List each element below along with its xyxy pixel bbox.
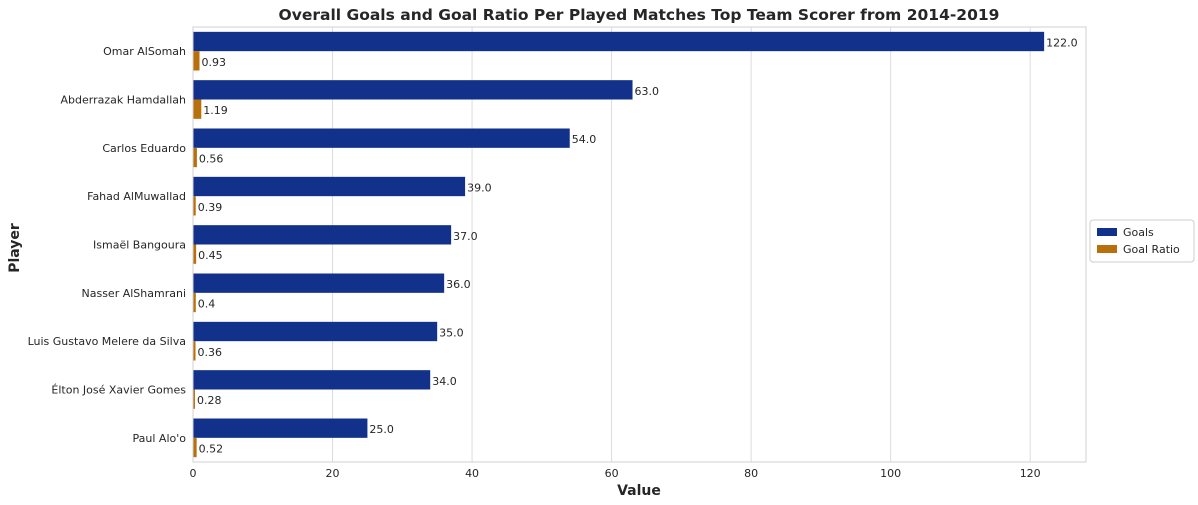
y-axis-label: Player	[7, 223, 23, 273]
y-tick-label: Nasser AlShamrani	[82, 287, 187, 300]
data-label: 37.0	[453, 230, 478, 243]
x-tick-label: 120	[1020, 467, 1041, 480]
bar-goals	[193, 225, 452, 245]
bar-goal-ratio	[193, 437, 197, 458]
x-axis-label: Value	[617, 483, 661, 499]
legend-label: Goal Ratio	[1123, 243, 1180, 256]
bar-goal-ratio	[193, 196, 196, 216]
bar-goals	[193, 273, 445, 293]
data-label: 0.93	[201, 56, 226, 69]
legend: Goals Goal Ratio	[1089, 219, 1195, 263]
plot-area: 0 20 40 60 80 100 120 Omar AlSomah 122.0 0.93 Abde…	[28, 26, 1087, 480]
bar-goal-ratio	[193, 244, 197, 264]
data-label: 122.0	[1046, 37, 1078, 50]
bar-goals	[193, 31, 1045, 52]
bar-goals	[193, 80, 633, 100]
data-label: 0.52	[199, 443, 224, 456]
y-tick-label: Paul Alo'o	[133, 432, 187, 445]
bar-goal-ratio	[193, 51, 200, 71]
data-label: 0.4	[198, 298, 216, 311]
y-tick-label: Omar AlSomah	[103, 45, 186, 58]
legend-label: Goals	[1123, 226, 1154, 239]
data-label: 0.36	[198, 346, 223, 359]
data-label: 35.0	[439, 327, 464, 340]
bar-goals	[193, 321, 438, 342]
data-label: 0.39	[198, 201, 223, 214]
y-tick-label: Élton José Xavier Gomes	[51, 384, 186, 397]
y-tick-label: Ismaël Bangoura	[93, 239, 186, 252]
bar-goal-ratio	[193, 147, 197, 168]
plot-frame	[192, 26, 1087, 463]
y-tick-label: Fahad AlMuwallad	[87, 190, 186, 203]
x-tick-label: 80	[744, 467, 758, 480]
bar-goals	[193, 370, 431, 390]
data-label: 0.56	[199, 153, 224, 166]
bar-goals	[193, 176, 466, 197]
y-tick-label: Luis Gustavo Melere da Silva	[28, 335, 186, 348]
bar-goal-ratio	[193, 341, 196, 361]
x-tick-label: 60	[605, 467, 619, 480]
data-label: 36.0	[446, 278, 471, 291]
x-tick-label: 20	[326, 467, 340, 480]
data-label: 39.0	[467, 182, 492, 195]
x-tick-label: 0	[190, 467, 197, 480]
data-label: 34.0	[432, 375, 457, 388]
data-label: 25.0	[369, 423, 394, 436]
data-label: 63.0	[635, 85, 660, 98]
y-tick-label: Abderrazak Hamdallah	[60, 94, 186, 107]
bar-goal-ratio	[193, 99, 202, 119]
legend-swatch	[1097, 245, 1117, 253]
x-tick-label: 40	[465, 467, 479, 480]
bar-goal-ratio	[193, 389, 195, 409]
bar-goal-ratio	[193, 292, 196, 313]
legend-swatch	[1097, 228, 1117, 236]
chart-title: Overall Goals and Goal Ratio Per Played …	[279, 6, 1000, 24]
bar-goals	[193, 128, 570, 148]
data-label: 1.19	[203, 104, 228, 117]
data-label: 54.0	[572, 133, 597, 146]
bar-goals	[193, 418, 368, 438]
data-label: 0.45	[198, 249, 223, 262]
data-label: 0.28	[197, 394, 222, 407]
y-tick-label: Carlos Eduardo	[102, 142, 186, 155]
x-tick-label: 100	[880, 467, 901, 480]
